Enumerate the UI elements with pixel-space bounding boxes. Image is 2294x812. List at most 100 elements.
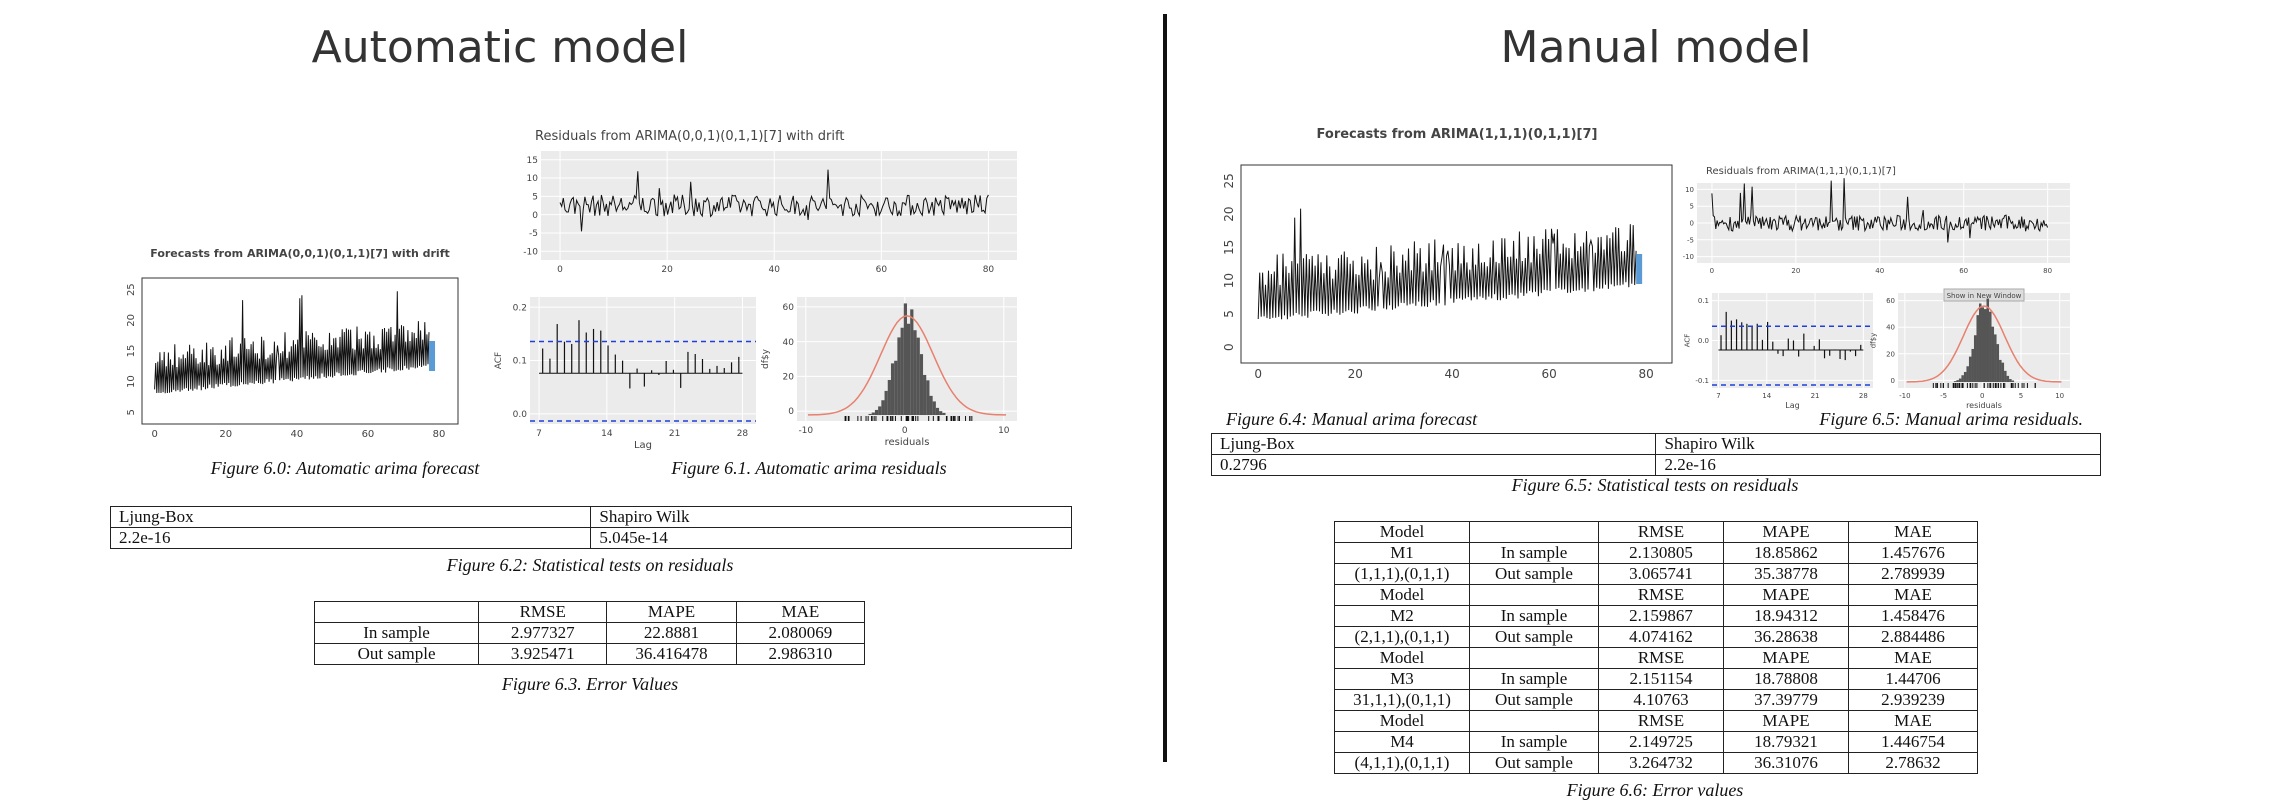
- table-cell: 1.458476: [1848, 605, 1978, 627]
- hist-bar: [878, 406, 882, 415]
- table-cell: Out sample: [313, 643, 480, 665]
- caption: Figure 6.3. Error Values: [501, 674, 679, 694]
- hist-bar: [907, 323, 911, 415]
- table-cell: MAPE: [1723, 647, 1849, 669]
- table-cell: 4.074162: [1598, 626, 1724, 648]
- density-curve: [808, 315, 1006, 416]
- table-cell: [1469, 647, 1599, 669]
- table-cell: 2.149725: [1598, 731, 1724, 753]
- table-row: Model RMSE MAPE MAE: [1334, 710, 1978, 732]
- table-cell: In sample: [313, 622, 480, 644]
- hist-bar: [1999, 359, 2002, 382]
- x-tick-label: 60: [876, 265, 888, 275]
- y-axis-label: df$y: [1870, 333, 1878, 349]
- x-tick-label: 10: [2055, 392, 2064, 400]
- hist-bar: [910, 309, 914, 415]
- y-tick-label: 5: [532, 192, 538, 202]
- table-cell: 2.130805: [1598, 542, 1724, 564]
- hist-bar: [1968, 356, 1972, 382]
- plot-trace: [154, 291, 430, 394]
- y-tick-label: 25: [126, 283, 137, 296]
- table-cell: Out sample: [1469, 626, 1599, 648]
- table-cell: Out sample: [1469, 752, 1599, 774]
- table-cell: 2.78632: [1848, 752, 1978, 774]
- hist-bar: [916, 337, 920, 415]
- y-tick-label: 0: [1891, 377, 1895, 385]
- y-tick-label: 0.0: [513, 410, 528, 420]
- caption: Figure 6.5: Statistical tests on residua…: [1511, 475, 1799, 495]
- x-tick-label: 7: [1716, 392, 1720, 400]
- table-cell: 2.977327: [478, 622, 608, 644]
- hist-bar: [1994, 334, 1997, 382]
- tooltip-box: [1943, 288, 2025, 302]
- table-cell: Ljung-Box: [1210, 433, 1657, 455]
- y-tick-label: 0.1: [513, 357, 527, 367]
- plot-trace: [1257, 208, 1637, 320]
- table-cell: In sample: [1469, 542, 1599, 564]
- y-tick-label: 10: [1685, 186, 1694, 194]
- hist-bar: [1986, 298, 1990, 382]
- table-row: (4,1,1),(0,1,1) Out sample 3.264732 36.3107…: [1334, 752, 1978, 774]
- table-cell: In sample: [1469, 668, 1599, 690]
- x-tick-label: 40: [290, 429, 303, 440]
- table-cell: RMSE: [478, 601, 608, 623]
- table-cell: 5.045e-14: [590, 527, 1072, 549]
- x-tick-label: 40: [769, 265, 781, 275]
- table-cell: Model: [1334, 584, 1470, 606]
- x-tick-label: 10: [998, 426, 1010, 436]
- hist-bar: [1991, 326, 1995, 382]
- y-tick-label: 0.0: [1698, 337, 1709, 345]
- table-cell: MAE: [1848, 521, 1978, 543]
- table-cell: 31,1,1),(0,1,1): [1334, 689, 1470, 711]
- plot-trace: [1711, 178, 2049, 243]
- table-cell: [1469, 710, 1599, 732]
- table-cell: RMSE: [1598, 521, 1724, 543]
- hist-bar: [1963, 371, 1967, 382]
- hist-bar: [913, 330, 917, 415]
- table-row: Out sample 3.925471 36.416478 2.986310: [313, 643, 866, 665]
- x-axis-label: Lag: [634, 440, 652, 451]
- x-tick-label: 60: [362, 429, 375, 440]
- table-row: M4 In sample 2.149725 18.79321 1.446754: [1334, 731, 1978, 753]
- hist-bar: [923, 374, 927, 415]
- table-cell: 2.2e-16: [109, 527, 592, 549]
- hist-bar: [929, 395, 933, 415]
- table-cell: 3.925471: [478, 643, 608, 665]
- y-tick-label: 5: [1690, 203, 1694, 211]
- error-table: RMSE MAPE MAE In sample 2.977327 22.8881 2.080…: [313, 601, 866, 665]
- table-row: (2,1,1),(0,1,1) Out sample 4.074162 36.2863…: [1334, 626, 1978, 648]
- table-cell: In sample: [1469, 731, 1599, 753]
- table-row: Ljung-Box Shapiro Wilk: [109, 506, 1072, 528]
- table-cell: 35.38778: [1723, 563, 1849, 585]
- hist-bar: [1996, 344, 2000, 382]
- y-tick-label: 15: [1222, 240, 1236, 255]
- x-tick-label: 60: [1542, 367, 1557, 381]
- y-tick-label: -10: [1683, 253, 1694, 261]
- x-tick-label: 20: [1348, 367, 1363, 381]
- table-cell: 2.2e-16: [1655, 454, 2101, 476]
- table-row: Model RMSE MAPE MAE: [1334, 521, 1978, 543]
- table-cell: 37.39779: [1723, 689, 1849, 711]
- caption: Figure 6.0: Automatic arima forecast: [210, 458, 480, 478]
- table-cell: Out sample: [1469, 563, 1599, 585]
- left-title: Automatic model: [311, 22, 689, 73]
- x-axis-label: residuals: [1966, 401, 2002, 410]
- hist-bar: [1984, 309, 1987, 382]
- table-cell: MAPE: [606, 601, 737, 623]
- table-cell: 0.2796: [1210, 454, 1657, 476]
- y-tick-label: 20: [126, 314, 137, 327]
- table-cell: 22.8881: [606, 622, 737, 644]
- y-tick-label: 0.2: [513, 303, 527, 313]
- x-tick-label: 20: [219, 429, 232, 440]
- y-tick-label: 0: [1690, 219, 1694, 227]
- x-tick-label: 0: [902, 426, 908, 436]
- y-tick-label: 0: [532, 211, 538, 221]
- table-cell: [1469, 584, 1599, 606]
- hist-bar: [1958, 378, 1962, 382]
- y-tick-label: 10: [126, 375, 137, 388]
- table-row: 0.2796 2.2e-16: [1210, 454, 2101, 476]
- x-tick-label: 5: [2019, 392, 2023, 400]
- y-tick-label: 40: [1886, 324, 1895, 332]
- y-tick-label: 60: [783, 303, 795, 313]
